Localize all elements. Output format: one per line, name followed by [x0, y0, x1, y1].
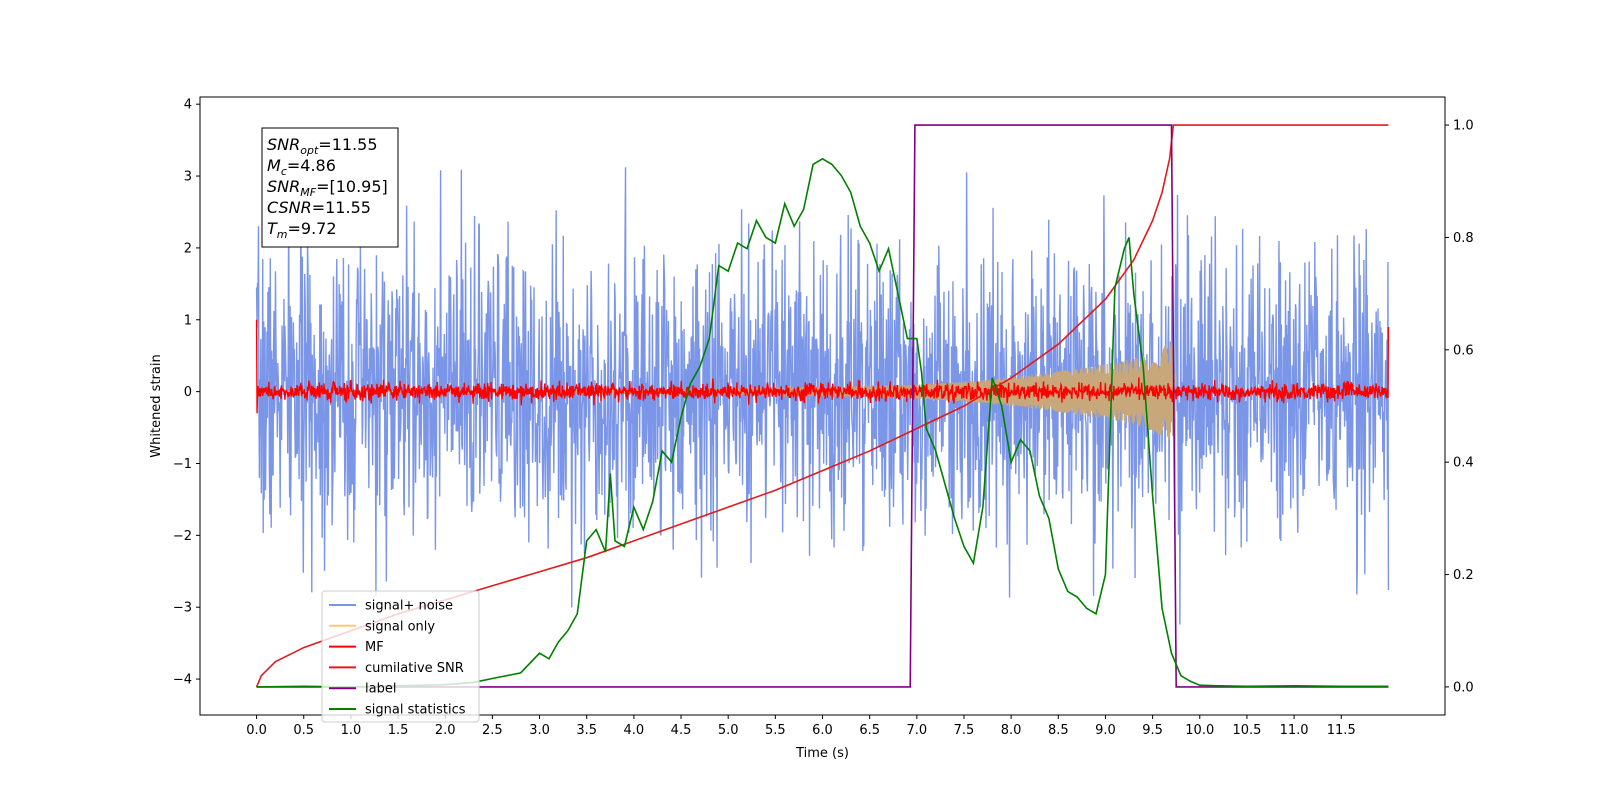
x-tick-label: 10.5	[1232, 723, 1261, 738]
y-tick-label: 1	[184, 313, 192, 328]
y2-axis-ticks: 1.0 0.8 0.6 0.4 0.2 0.0	[1445, 119, 1474, 695]
y-tick-label: −3	[173, 601, 192, 616]
x-tick-label: 4.5	[671, 723, 692, 738]
y2-tick-label: 0.6	[1453, 343, 1474, 358]
x-tick-label: 6.0	[812, 723, 833, 738]
x-tick-label: 9.0	[1095, 723, 1116, 738]
y-tick-label: −4	[173, 673, 192, 688]
x-tick-label: 3.0	[529, 723, 550, 738]
stats-annotation-box: SNRopt=11.55Mc=4.86SNRMF=[10.95]CSNR=11.…	[261, 127, 399, 248]
legend: signal+ noise signal only MF cumilative SNR…	[321, 590, 480, 723]
y-axis-ticks: 4 3 2 1 0 −1 −2 −3 −4	[173, 98, 200, 688]
legend-label-mf: MF	[365, 640, 384, 655]
legend-label-cumilative-snr: cumilative SNR	[365, 661, 464, 676]
x-tick-label: 0.0	[246, 723, 267, 738]
series-mf-line	[255, 319, 1390, 414]
x-tick-label: 1.0	[341, 723, 362, 738]
y-tick-label: 4	[184, 98, 192, 113]
y2-tick-label: 1.0	[1453, 119, 1474, 134]
legend-label-signal-noise: signal+ noise	[365, 599, 453, 614]
y-tick-label: −2	[173, 529, 192, 544]
x-tick-label: 7.5	[954, 723, 975, 738]
legend-label-label: label	[365, 682, 396, 697]
y-axis-label: Whitened strain	[149, 354, 164, 457]
x-tick-label: 0.5	[293, 723, 314, 738]
x-tick-label: 3.5	[576, 723, 597, 738]
series-signal-noise-line	[255, 167, 1390, 625]
x-axis-ticks: 0.0 0.5 1.0 1.5 2.0 2.5 3.0 3.5 4.0 4.5 5.0 5.5 6.0 6…	[246, 715, 1356, 738]
x-tick-label: 8.5	[1048, 723, 1069, 738]
stats-line-csnr: CSNR=11.55	[267, 198, 371, 217]
series-signal-statistics-line	[256, 157, 1389, 688]
x-tick-label: 6.5	[859, 723, 880, 738]
y2-tick-label: 0.4	[1453, 456, 1474, 471]
x-tick-label: 2.0	[435, 723, 456, 738]
stats-line-snrmf: SNRMF=[10.95]	[267, 177, 388, 199]
legend-frame	[321, 590, 480, 723]
stats-line-snropt: SNRopt=11.55	[267, 135, 378, 157]
x-tick-label: 11.5	[1327, 723, 1356, 738]
x-tick-label: 10.0	[1185, 723, 1214, 738]
x-tick-label: 8.0	[1001, 723, 1022, 738]
y2-tick-label: 0.2	[1453, 568, 1474, 583]
x-tick-label: 1.5	[388, 723, 409, 738]
y2-tick-label: 0.0	[1453, 680, 1474, 695]
x-tick-label: 7.0	[906, 723, 927, 738]
stats-line-tm: Tm=9.72	[267, 219, 337, 241]
legend-label-signal-statistics: signal statistics	[365, 703, 466, 718]
x-axis-label: Time (s)	[795, 746, 849, 761]
stats-box-frame	[261, 127, 399, 248]
legend-label-signal-only: signal only	[365, 619, 435, 634]
series-label-line	[256, 124, 1389, 688]
y-tick-label: 3	[184, 170, 192, 185]
x-tick-label: 5.5	[765, 723, 786, 738]
y2-tick-label: 0.8	[1453, 231, 1474, 246]
x-tick-label: 11.0	[1280, 723, 1309, 738]
x-tick-label: 2.5	[482, 723, 503, 738]
x-tick-label: 9.5	[1142, 723, 1163, 738]
stats-line-mc: Mc=4.86	[267, 156, 336, 178]
x-tick-label: 5.0	[718, 723, 739, 738]
y-tick-label: 0	[184, 385, 192, 400]
y-tick-label: 2	[184, 241, 192, 256]
y-tick-label: −1	[173, 457, 192, 472]
x-tick-label: 4.0	[624, 723, 645, 738]
